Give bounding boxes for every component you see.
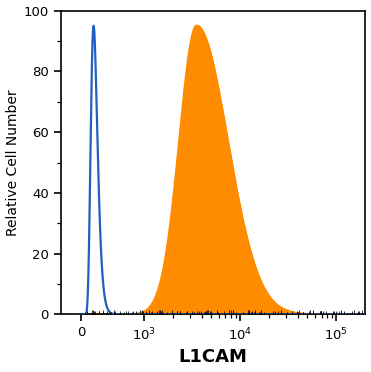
Y-axis label: Relative Cell Number: Relative Cell Number — [6, 89, 20, 236]
X-axis label: L1CAM: L1CAM — [179, 349, 247, 366]
